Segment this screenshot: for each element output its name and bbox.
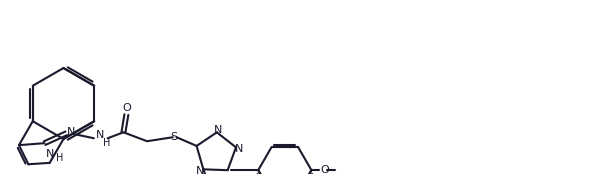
Text: O: O xyxy=(320,165,329,175)
Text: N: N xyxy=(235,144,243,154)
Text: N: N xyxy=(67,127,76,137)
Text: N: N xyxy=(214,125,222,135)
Text: S: S xyxy=(170,132,177,142)
Text: N: N xyxy=(96,130,104,140)
Text: N: N xyxy=(45,149,54,159)
Text: N: N xyxy=(196,166,204,176)
Text: H: H xyxy=(103,138,110,148)
Text: H: H xyxy=(56,153,63,163)
Text: O: O xyxy=(122,103,131,113)
